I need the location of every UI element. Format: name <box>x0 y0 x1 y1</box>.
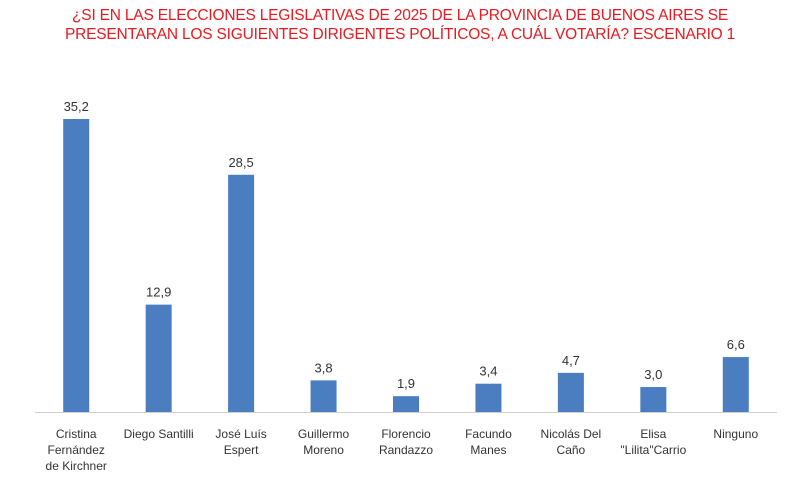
bar <box>145 304 172 412</box>
value-label: 3,4 <box>479 364 497 379</box>
value-label: 3,8 <box>315 360 333 375</box>
value-label: 35,2 <box>64 99 89 114</box>
category-label: Nicolás Del <box>541 427 602 441</box>
category-label: Espert <box>224 443 259 457</box>
category-label: Randazzo <box>379 443 433 457</box>
category-label: Florencio <box>381 427 431 441</box>
chart-title-line-1: ¿SI EN LAS ELECCIONES LEGISLATIVAS DE 20… <box>72 7 728 24</box>
value-label: 6,6 <box>727 337 745 352</box>
value-label: 1,9 <box>397 376 415 391</box>
category-label: Diego Santilli <box>124 427 194 441</box>
category-label: Manes <box>470 443 506 457</box>
category-label: Ninguno <box>713 427 758 441</box>
value-label: 4,7 <box>562 353 580 368</box>
bar <box>393 396 419 412</box>
bar <box>310 380 337 412</box>
category-label: Cristina <box>56 427 97 441</box>
bar <box>475 383 502 412</box>
category-label: Moreno <box>303 443 344 457</box>
bar <box>557 372 584 412</box>
bar <box>228 174 255 412</box>
category-label: Guillermo <box>298 427 350 441</box>
chart-title-line-2: PRESENTARAN LOS SIGUIENTES DIRIGENTES PO… <box>64 26 736 43</box>
category-label: José Luís <box>215 427 266 441</box>
category-label: Facundo <box>465 427 512 441</box>
value-label: 3,0 <box>644 367 662 382</box>
category-label: Elisa <box>640 427 666 441</box>
category-label: Caño <box>557 443 586 457</box>
chart-title: ¿SI EN LAS ELECCIONES LEGISLATIVAS DE 20… <box>0 6 800 44</box>
category-label: de Kirchner <box>46 459 107 473</box>
bar <box>722 357 749 412</box>
value-label: 12,9 <box>146 285 171 300</box>
category-label: Fernández <box>48 443 105 457</box>
value-label: 28,5 <box>228 155 253 170</box>
bar <box>63 119 90 412</box>
bar <box>640 387 667 412</box>
category-label: "Lilita"Carrio <box>620 443 686 457</box>
